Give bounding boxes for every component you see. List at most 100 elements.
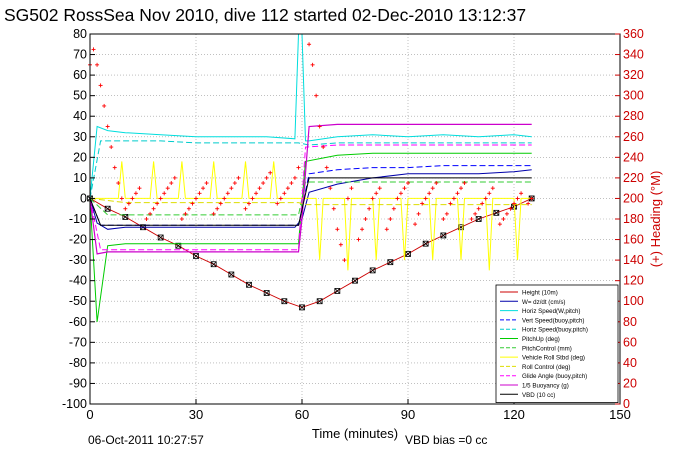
heading-point [416, 211, 421, 216]
height-point [210, 261, 217, 268]
heading-point [455, 191, 460, 196]
y-right-tick-label: 60 [623, 335, 637, 349]
legend-label: Vert Speed(buoy,pitch) [522, 317, 584, 324]
y-right-tick-label: 180 [623, 212, 644, 226]
y-tick-label: -10 [69, 212, 87, 226]
heading-point [430, 186, 435, 191]
heading-point [264, 175, 269, 180]
heading-point [98, 83, 103, 88]
heading-point [215, 206, 220, 211]
height-point [387, 259, 394, 266]
heading-point [144, 217, 149, 221]
x-tick-label: 90 [401, 407, 415, 422]
heading-point [102, 103, 107, 108]
y-tick-label: 50 [73, 89, 87, 103]
legend-label: Glide Angle (buoy,pitch) [522, 373, 587, 380]
heading-point [497, 222, 502, 227]
heading-point [165, 186, 170, 191]
y-tick-label: 20 [73, 150, 87, 164]
heading-point [501, 217, 506, 221]
heading-point [363, 217, 368, 221]
x-tick-label: 150 [609, 407, 631, 422]
height-point [440, 232, 447, 239]
heading-point [130, 196, 135, 201]
height-point [422, 240, 429, 247]
series-line-height [89, 197, 532, 308]
chart-title: SG502 RossSea Nov 2010, dive 112 started… [4, 5, 526, 25]
height-point [334, 288, 341, 294]
heading-point [324, 165, 329, 170]
heading-point [158, 196, 163, 201]
y-tick-label: -90 [69, 376, 87, 390]
heading-point [349, 186, 354, 191]
height-point [299, 304, 305, 311]
y-tick-label: -20 [69, 233, 87, 247]
y-tick-label: 80 [73, 27, 87, 41]
y-tick-label: -30 [69, 253, 87, 267]
heading-point [282, 191, 287, 196]
y-right-tick-label: 240 [623, 150, 644, 164]
legend-label: PitchControl (mm) [522, 345, 572, 352]
heading-point [285, 186, 290, 191]
y-tick-label: 0 [80, 191, 87, 205]
heading-point [179, 217, 184, 221]
x-tick-label: 60 [295, 407, 309, 422]
legend-label: VBD (10 cc) [522, 392, 555, 399]
y-right-tick-label: 300 [623, 89, 644, 103]
legend-label: W= dz/dt (cm/s) [522, 299, 566, 306]
heading-point [345, 196, 350, 201]
y-right-tick-label: 120 [623, 274, 644, 288]
heading-point [519, 191, 524, 196]
height-point [493, 209, 500, 216]
heading-point [512, 201, 516, 206]
heading-point [462, 181, 467, 186]
height-point [352, 277, 358, 284]
heading-point [356, 237, 361, 242]
series-line-horz_speed_buoy [89, 140, 532, 199]
heading-point [204, 181, 209, 186]
heading-point [116, 181, 121, 186]
heading-point [109, 145, 114, 150]
heading-point [360, 227, 365, 232]
legend-label: 1/5 Buoyancy (g) [522, 383, 569, 390]
heading-series [88, 42, 534, 263]
heading-point [268, 170, 273, 175]
y-axis-right: 0 20 40 60 80 100 120 140 160 180 200 220 240 260 280 3… [615, 27, 644, 411]
heading-point [444, 211, 449, 216]
heading-point [133, 191, 138, 196]
heading-point [197, 191, 202, 196]
heading-point [194, 196, 198, 201]
series-line-buoyancy [89, 123, 532, 255]
heading-point [155, 201, 160, 206]
y-tick-label: -40 [69, 274, 87, 288]
heading-point [119, 196, 124, 201]
heading-point [402, 186, 407, 191]
y-right-tick-label: 340 [623, 48, 644, 62]
legend: Height (10m) W= dz/dt (cm/s) Horiz Speed(W… [495, 284, 619, 403]
y-tick-label: 30 [73, 130, 87, 144]
heading-point [126, 201, 131, 206]
heading-point [328, 186, 333, 191]
heading-point [441, 217, 446, 221]
y-tick-label: -100 [62, 397, 87, 411]
heading-point [413, 222, 418, 227]
y-tick-label: -60 [69, 315, 87, 329]
y-right-tick-label: 160 [623, 233, 644, 247]
heading-point [434, 181, 439, 186]
heading-point [406, 181, 410, 186]
y-tick-label: -70 [69, 335, 87, 349]
series-line-roll_control [89, 197, 532, 206]
heading-point [395, 196, 400, 201]
heading-point [232, 181, 237, 186]
heading-point [247, 201, 251, 206]
heading-point [508, 206, 513, 211]
heading-point [289, 181, 294, 186]
heading-point [490, 186, 495, 191]
heading-point [275, 201, 280, 206]
heading-point [377, 186, 382, 191]
y-axis-right-label: (+) Heading (°M) [648, 171, 663, 268]
heading-point [218, 201, 223, 206]
heading-point [229, 186, 234, 191]
heading-point [112, 165, 117, 170]
